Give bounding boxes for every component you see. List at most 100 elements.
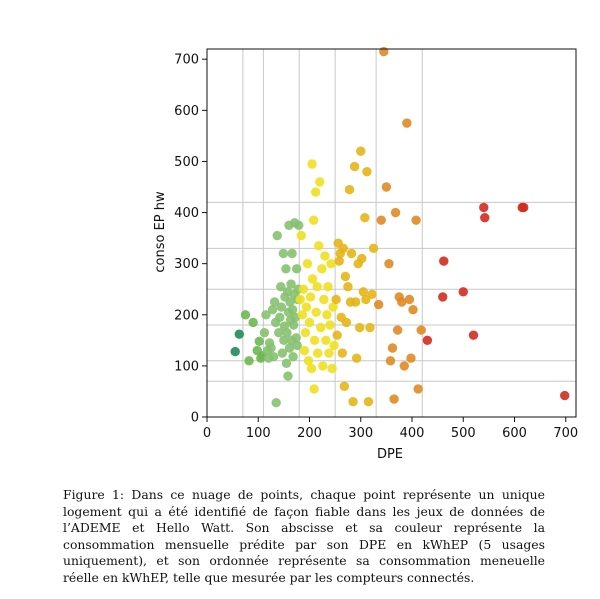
data-point xyxy=(276,281,286,292)
data-point xyxy=(303,356,314,366)
data-point xyxy=(311,307,321,317)
y-tick-label: 400 xyxy=(174,206,199,221)
data-point xyxy=(480,212,490,223)
data-point xyxy=(334,256,344,266)
data-point xyxy=(310,187,321,197)
data-point xyxy=(397,297,407,307)
data-point xyxy=(344,184,355,195)
data-point xyxy=(320,251,330,261)
data-point xyxy=(355,322,365,333)
data-point xyxy=(274,327,284,338)
data-point xyxy=(291,264,302,274)
data-point xyxy=(519,202,529,213)
data-point xyxy=(385,356,396,366)
data-point xyxy=(285,297,295,307)
data-point xyxy=(338,243,349,254)
data-point xyxy=(281,264,291,274)
data-point xyxy=(328,302,338,312)
data-point xyxy=(279,335,289,346)
data-point xyxy=(376,215,386,225)
data-point xyxy=(284,343,295,353)
y-tick-label: 700 xyxy=(174,53,199,68)
y-tick-label: 100 xyxy=(174,359,199,374)
grid-lines xyxy=(207,49,576,417)
data-point xyxy=(399,361,410,371)
data-point xyxy=(297,310,308,320)
data-point xyxy=(349,161,360,172)
data-point xyxy=(306,363,317,374)
data-point xyxy=(272,230,282,241)
data-point xyxy=(458,287,468,297)
y-axis-label: conso EP hw xyxy=(153,191,168,273)
data-point xyxy=(307,274,318,284)
data-point xyxy=(296,230,306,241)
data-point xyxy=(234,329,244,339)
data-point xyxy=(276,302,287,312)
data-point xyxy=(319,294,329,305)
data-point xyxy=(402,118,412,128)
y-tick-label: 600 xyxy=(174,104,199,119)
axis-ticks: 0 100 200 300 400 500 600 700 0 100 200 300 400 500 60… xyxy=(174,53,578,441)
data-point xyxy=(358,287,369,297)
data-point xyxy=(351,353,362,363)
data-point xyxy=(254,336,264,347)
data-point xyxy=(295,294,305,305)
data-point xyxy=(438,292,448,302)
data-point xyxy=(479,202,489,213)
data-point xyxy=(422,335,433,346)
data-point xyxy=(299,345,310,356)
data-point xyxy=(307,159,317,169)
data-point xyxy=(271,397,281,408)
data-point xyxy=(387,343,398,353)
data-point xyxy=(261,310,271,320)
data-point xyxy=(392,325,403,335)
y-tick-label: 300 xyxy=(174,257,199,272)
data-point xyxy=(367,289,377,300)
data-point xyxy=(337,348,347,358)
data-point xyxy=(404,294,415,305)
data-point xyxy=(266,343,276,353)
data-points xyxy=(230,46,570,408)
data-point xyxy=(332,330,342,340)
data-point xyxy=(327,363,337,374)
data-point xyxy=(291,333,301,343)
x-tick-label: 100 xyxy=(246,426,271,441)
data-point xyxy=(277,348,288,358)
data-point xyxy=(322,310,332,320)
data-point xyxy=(275,312,285,323)
data-point xyxy=(323,281,333,292)
data-point xyxy=(314,241,324,251)
x-tick-label: 600 xyxy=(502,426,527,441)
data-point xyxy=(281,358,292,369)
data-point xyxy=(321,335,331,346)
data-point xyxy=(439,256,449,266)
data-point xyxy=(301,302,312,312)
data-point xyxy=(248,317,258,328)
data-point xyxy=(326,258,336,269)
data-point xyxy=(416,325,426,335)
data-point xyxy=(379,46,389,57)
data-point xyxy=(315,177,325,187)
data-point xyxy=(360,212,370,223)
data-point xyxy=(365,322,375,333)
data-point xyxy=(312,281,322,292)
data-point xyxy=(373,299,384,310)
x-tick-label: 0 xyxy=(203,426,211,441)
data-point xyxy=(309,384,319,394)
data-point xyxy=(384,258,394,269)
data-point xyxy=(283,371,293,381)
y-tick-label: 0 xyxy=(191,411,199,426)
data-point xyxy=(346,248,357,259)
data-point xyxy=(259,327,270,338)
data-point xyxy=(268,351,279,362)
data-point xyxy=(411,215,421,225)
data-point xyxy=(240,310,251,320)
data-point xyxy=(350,297,361,307)
data-point xyxy=(292,340,302,351)
data-point xyxy=(302,258,313,269)
data-point xyxy=(267,304,278,315)
y-tick-label: 200 xyxy=(174,308,199,323)
data-point xyxy=(468,330,479,340)
data-point xyxy=(357,253,367,264)
